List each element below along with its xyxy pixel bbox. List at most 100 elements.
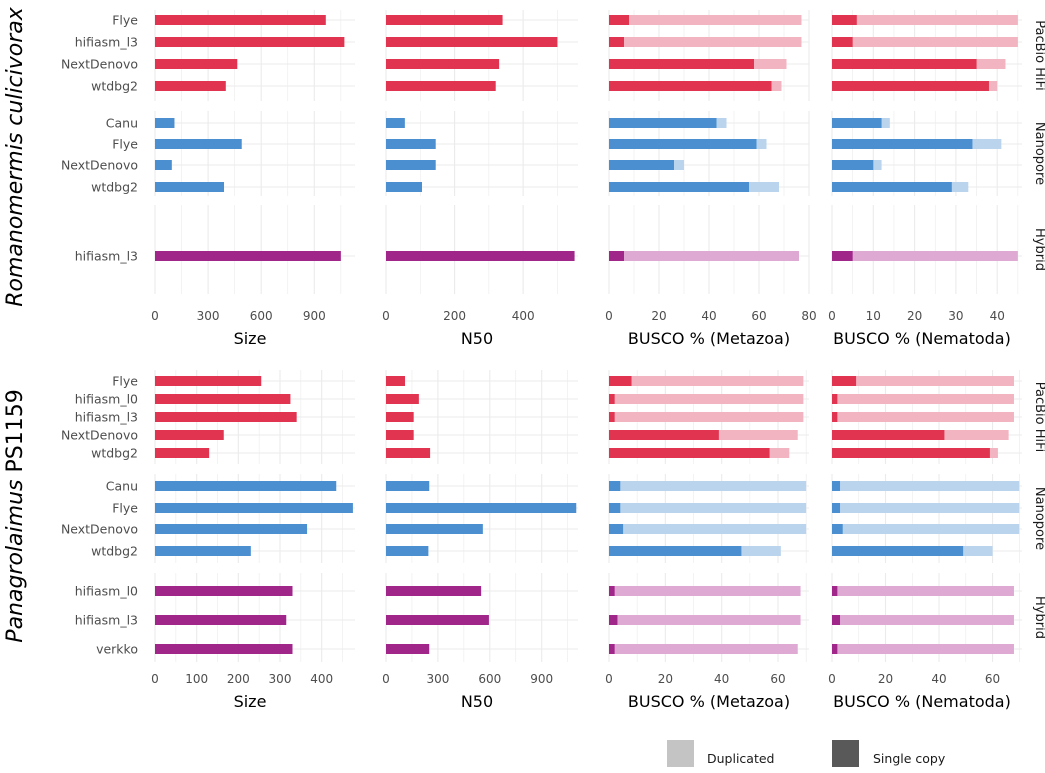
bar-single-copy-hifiasm-l3 (609, 412, 615, 422)
bar-duplicated-hifiasm-l3 (609, 615, 801, 625)
x-tick-label: 600 (478, 672, 501, 686)
bar-single-copy-wtdbg2 (832, 81, 989, 91)
x-axis-title-size: Size (234, 692, 267, 711)
x-tick-label: 900 (530, 672, 553, 686)
bar-n50-wtdbg2 (386, 81, 496, 91)
x-tick-label: 200 (227, 672, 250, 686)
bar-single-copy-hifiasm-l3 (832, 37, 853, 47)
x-tick-label: 300 (269, 672, 292, 686)
bar-size-hifiasm-l3 (155, 615, 287, 625)
strip-label-pacbio: PacBio HiFi (1032, 20, 1045, 91)
assembler-label: hifiasm_l3 (75, 249, 138, 264)
bar-single-copy-nextdenovo (609, 160, 674, 170)
bar-duplicated-canu (832, 481, 1020, 491)
assembler-label: verkko (96, 642, 138, 657)
bar-n50-nextdenovo (386, 430, 414, 440)
x-tick-label: 300 (197, 309, 220, 323)
x-tick-label: 0 (382, 309, 390, 323)
facet-hybrid (385, 573, 578, 662)
bar-size-nextdenovo (155, 524, 308, 534)
facet-nanopore: Nanopore (831, 111, 1045, 196)
x-axis-title-n50: N50 (461, 692, 493, 711)
bar-single-copy-nextdenovo (832, 59, 977, 69)
bar-duplicated-hifiasm-l3 (832, 412, 1014, 422)
legend-label-duplicated: Duplicated (707, 751, 775, 766)
facet-hybrid: Hybrid (831, 205, 1045, 294)
strip-label-nanopore: Nanopore (1032, 122, 1045, 185)
x-tick-label: 60 (770, 672, 785, 686)
bar-size-hifiasm-l3 (155, 37, 345, 47)
assembler-label: hifiasm_l0 (75, 392, 138, 407)
bar-single-copy-flye (609, 376, 632, 386)
assembler-label: NextDenovo (61, 57, 138, 72)
bar-duplicated-hifiasm-l0 (832, 394, 1014, 404)
bar-duplicated-hifiasm-l3 (609, 251, 799, 261)
panel-romanomermis-culicivorax: Romanomermis culicivorax Flye hifiasm_l3 Ne… (3, 6, 1045, 348)
facet-hybrid (385, 205, 578, 294)
x-tick-label: 10 (866, 309, 881, 323)
bar-duplicated-hifiasm-l3 (832, 615, 1014, 625)
bar-n50-flye (386, 376, 406, 386)
column-n50: 0 200 400 N50 (382, 10, 578, 348)
facet-hybrid (608, 205, 810, 294)
assembler-label: NextDenovo (61, 522, 138, 537)
species-title: Romanomermis culicivorax (3, 6, 28, 307)
facet-nanopore: Nanopore (831, 474, 1045, 563)
legend-swatch-duplicated (667, 740, 694, 767)
bar-single-copy-canu (832, 481, 841, 491)
facet-hybrid: Hybrid (831, 573, 1045, 662)
bar-single-copy-hifiasm-l3 (832, 412, 838, 422)
assembler-label: wtdbg2 (91, 446, 138, 461)
assembler-label: NextDenovo (61, 158, 138, 173)
assembler-label: wtdbg2 (91, 79, 138, 94)
bar-n50-wtdbg2 (386, 546, 429, 556)
bar-single-copy-flye (832, 139, 973, 149)
bar-n50-canu (386, 481, 430, 491)
facet-nanopore: Canu Flye NextDenovo wtdbg2 (61, 111, 355, 196)
bar-single-copy-wtdbg2 (832, 546, 964, 556)
bar-duplicated-flye (832, 376, 1014, 386)
assembler-label: Flye (112, 137, 138, 152)
x-tick-label: 20 (651, 309, 666, 323)
column-n50: 0 300 600 900 N50 (382, 370, 578, 711)
x-axis-title-nematoda: BUSCO % (Nematoda) (833, 692, 1011, 711)
bar-size-canu (155, 118, 175, 128)
column-metazoa: 0 20 40 60 80 BUSCO % (Metazoa) (605, 10, 817, 348)
bar-n50-hifiasm-l3 (386, 615, 489, 625)
bar-size-wtdbg2 (155, 546, 251, 556)
bar-duplicated-hifiasm-l0 (609, 586, 801, 596)
facet-pacbio: Flye hifiasm_l0 hifiasm_l3 NextDenovo wtdbg2 (61, 370, 355, 464)
bar-single-copy-canu (609, 118, 717, 128)
bar-size-wtdbg2 (155, 448, 210, 458)
x-axis-title-metazoa: BUSCO % (Metazoa) (628, 692, 790, 711)
x-tick-label: 60 (751, 309, 766, 323)
facet-pacbio: Flye hifiasm_l3 NextDenovo wtdbg2 (61, 10, 355, 101)
x-axis-title-nematoda: BUSCO % (Nematoda) (833, 329, 1011, 348)
bar-duplicated-hifiasm-l0 (832, 586, 1014, 596)
assembler-label: NextDenovo (61, 428, 138, 443)
bar-duplicated-flye (609, 503, 807, 513)
bar-single-copy-hifiasm-l0 (609, 394, 615, 404)
bar-n50-nextdenovo (386, 524, 483, 534)
bar-n50-hifiasm-l0 (386, 586, 482, 596)
facet-pacbio: PacBio HiFi (831, 10, 1045, 101)
bar-size-hifiasm-l0 (155, 586, 293, 596)
facet-nanopore (608, 474, 809, 563)
legend-swatch-single-copy (832, 740, 859, 767)
facet-pacbio (385, 10, 578, 101)
strip-label-hybrid: Hybrid (1032, 228, 1045, 271)
x-tick-label: 0 (605, 309, 613, 323)
bar-single-copy-nextdenovo (609, 430, 719, 440)
column-nematoda: PacBio HiFi Nanopore Hybrid 0 20 40 60 BUSCO % … (828, 370, 1045, 711)
bar-single-copy-hifiasm-l0 (609, 586, 615, 596)
bar-size-nextdenovo (155, 160, 172, 170)
bar-duplicated-flye (609, 376, 804, 386)
x-axis-title-metazoa: BUSCO % (Metazoa) (628, 329, 790, 348)
x-tick-label: 20 (907, 309, 922, 323)
x-tick-label: 30 (948, 309, 963, 323)
x-tick-label: 0 (605, 672, 613, 686)
assembler-label: wtdbg2 (91, 544, 138, 559)
bar-single-copy-wtdbg2 (832, 182, 952, 192)
